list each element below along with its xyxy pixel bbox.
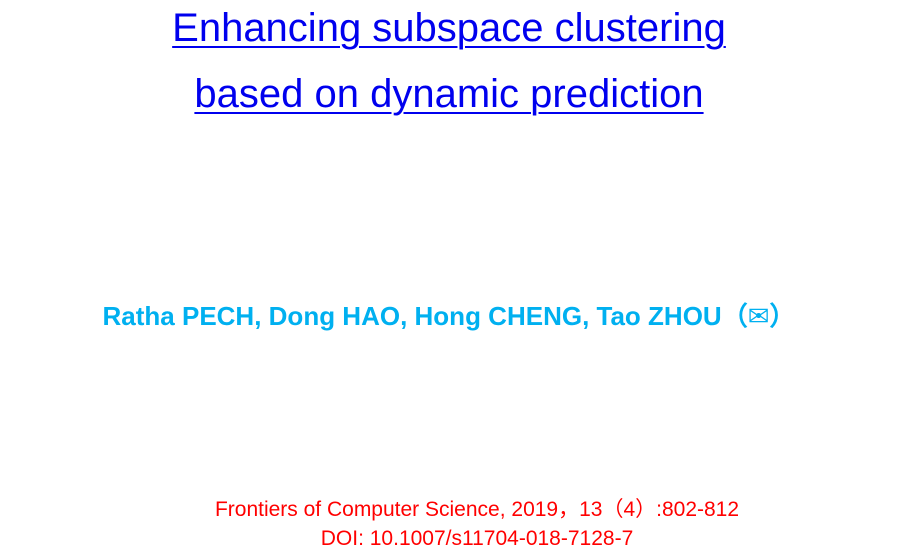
title-line: Enhancing subspace clustering <box>0 6 898 51</box>
title-link[interactable]: Enhancing subspace clustering <box>172 6 726 50</box>
doi: DOI: 10.1007/s11704-018-7128-7 <box>320 527 634 550</box>
title-link[interactable]: based on dynamic prediction <box>194 72 704 116</box>
journal-citation: Frontiers of Computer Science, 2019，13（4… <box>214 498 740 521</box>
title-line: based on dynamic prediction <box>0 72 898 117</box>
authors: Ratha PECH, Dong HAO, Hong CHENG, Tao ZH… <box>102 301 796 331</box>
